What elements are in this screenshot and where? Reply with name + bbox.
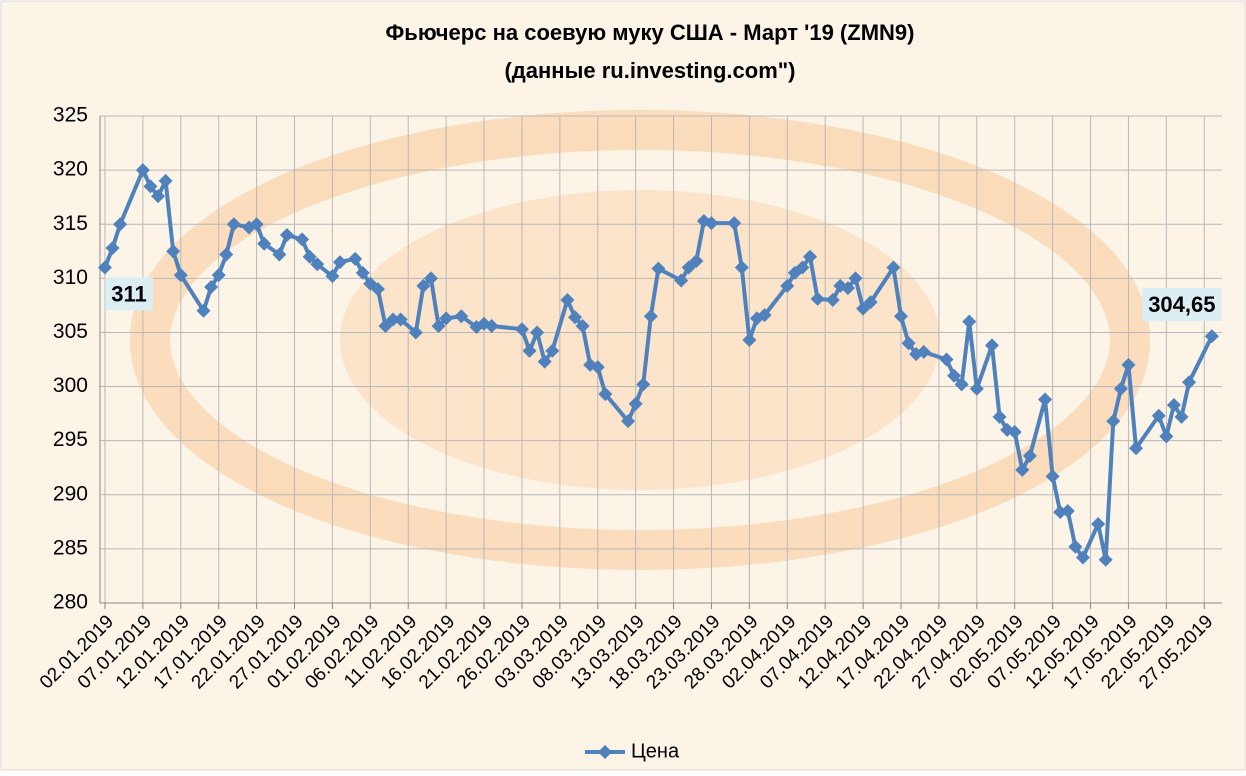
y-tick-label: 300 bbox=[53, 374, 88, 397]
y-tick-label: 280 bbox=[53, 591, 88, 614]
y-tick-label: 295 bbox=[53, 428, 88, 451]
legend-label: Цена bbox=[631, 740, 680, 762]
y-tick-label: 305 bbox=[53, 320, 88, 343]
data-label: 311 bbox=[105, 277, 153, 310]
y-tick-label: 315 bbox=[53, 212, 88, 235]
y-tick-label: 325 bbox=[53, 104, 88, 127]
chart: Фьючерс на соевую муку США - Март '19 (Z… bbox=[0, 0, 1246, 771]
chart-subtitle: (данные ru.investing.com") bbox=[504, 58, 795, 83]
data-label-text: 311 bbox=[111, 281, 147, 306]
data-label-text: 304,65 bbox=[1148, 292, 1215, 317]
chart-title: Фьючерс на соевую муку США - Март '19 (Z… bbox=[386, 20, 915, 45]
y-tick-label: 290 bbox=[53, 482, 88, 505]
data-label: 304,65 bbox=[1142, 288, 1221, 321]
page: Фьючерс на соевую муку США - Март '19 (Z… bbox=[0, 0, 1246, 776]
y-tick-label: 320 bbox=[53, 158, 88, 181]
y-tick-label: 285 bbox=[53, 536, 88, 559]
y-tick-label: 310 bbox=[53, 266, 88, 289]
